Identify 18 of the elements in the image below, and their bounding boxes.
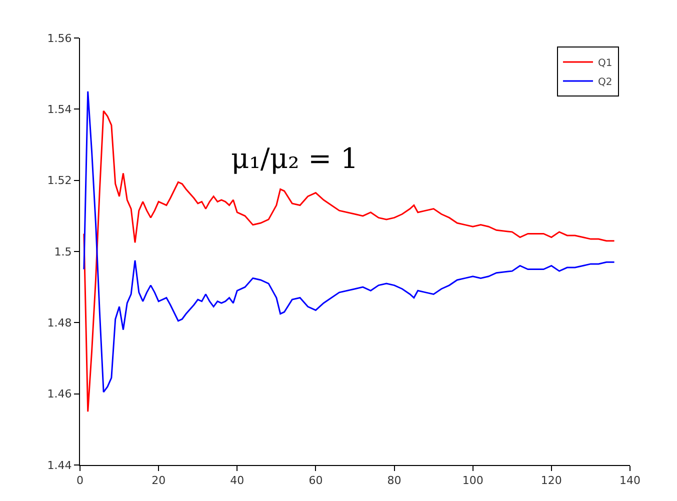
y-tick-label: 1.54	[47, 103, 72, 116]
x-tick-label: 0	[76, 474, 84, 488]
y-tick-label: 1.44	[47, 458, 72, 472]
y-tick-label: 1.52	[47, 174, 72, 188]
x-tick-label: 80	[387, 474, 402, 488]
y-tick-label: 1.56	[47, 32, 72, 45]
x-tick-label: 100	[462, 474, 484, 488]
x-tick-label: 140	[620, 474, 640, 488]
y-tick-label: 1.5	[54, 245, 72, 258]
y-tick-label: 1.46	[47, 388, 72, 401]
legend-label: Q1	[598, 58, 612, 69]
x-tick-label: 60	[308, 474, 323, 488]
x-tick-label: 40	[230, 474, 244, 488]
x-tick-label: 20	[152, 474, 166, 488]
x-tick-label: 120	[540, 474, 562, 488]
legend-label: Q2	[598, 76, 612, 88]
annotation: μ₁/μ₂ = 1	[231, 142, 358, 175]
y-tick-label: 1.48	[47, 316, 72, 330]
